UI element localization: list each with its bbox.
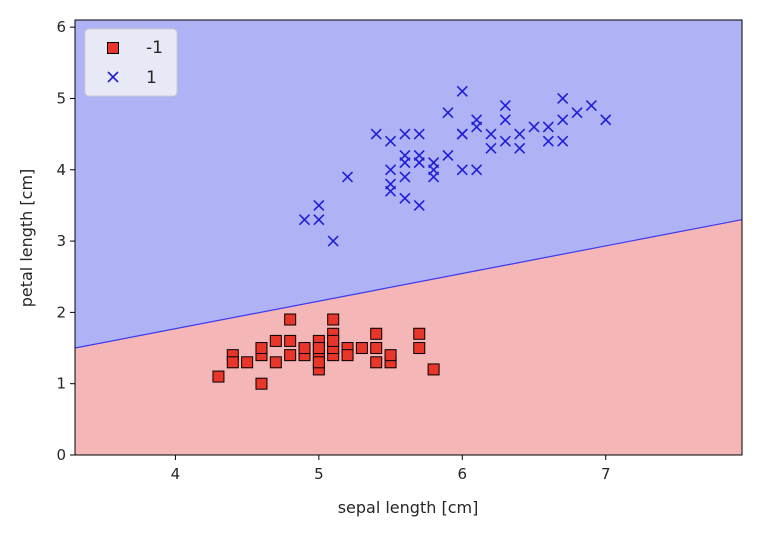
data-point-x	[413, 128, 425, 140]
data-point-x	[298, 214, 311, 226]
decision-boundary-line	[75, 219, 742, 349]
data-point-square	[226, 356, 239, 369]
legend-box	[84, 28, 178, 97]
data-point-x	[456, 85, 468, 97]
legend-square-mark	[107, 42, 119, 54]
data-point-x	[413, 157, 425, 169]
decision-regions	[75, 20, 742, 455]
data-point-square	[255, 342, 268, 355]
data-point-x	[399, 149, 411, 162]
data-point-x	[471, 164, 483, 176]
x-tick-label: 4	[171, 465, 181, 483]
data-point-square	[370, 327, 383, 340]
y-axis-label: petal length [cm]	[17, 169, 36, 308]
legend-marker-square	[107, 42, 119, 54]
data-point-x	[428, 164, 440, 176]
y-tick-label: 0	[56, 446, 66, 464]
data-point-square	[284, 313, 297, 326]
data-point-x	[456, 164, 468, 176]
x-axis-label: sepal length [cm]	[338, 498, 479, 517]
data-point-square	[312, 342, 325, 355]
data-point-x	[585, 100, 597, 112]
data-point-x	[542, 135, 554, 147]
data-point-square	[255, 377, 268, 390]
y-tick-label: 5	[56, 89, 66, 107]
data-point-x	[571, 107, 583, 119]
legend-x-mark	[107, 71, 119, 83]
data-point-x	[442, 149, 454, 162]
data-point-x	[370, 128, 382, 140]
data-series	[212, 85, 612, 390]
x-tick-label: 5	[314, 465, 324, 483]
x-tick-label: 7	[601, 465, 611, 483]
series-1	[298, 85, 612, 247]
y-tick-label: 6	[56, 18, 66, 36]
data-point-square	[269, 356, 282, 369]
data-point-x	[542, 121, 554, 133]
data-point-x	[456, 128, 468, 140]
data-point-x	[499, 100, 511, 112]
data-point-x	[499, 114, 511, 126]
data-point-square	[212, 370, 225, 383]
x-tick-label: 6	[458, 465, 468, 483]
y-tick-label: 4	[56, 161, 66, 179]
y-tick-label: 3	[56, 232, 66, 250]
data-point-x	[385, 185, 397, 197]
data-point-x	[485, 142, 497, 154]
data-point-square	[427, 363, 440, 376]
data-point-square	[284, 334, 297, 347]
data-point-x	[399, 192, 411, 204]
y-tick-label: 1	[56, 375, 66, 393]
data-point-square	[413, 342, 426, 355]
data-point-x	[485, 128, 497, 140]
data-point-square	[327, 334, 340, 347]
plot-frame	[74, 19, 743, 456]
data-point-x	[399, 171, 411, 183]
data-point-x	[327, 235, 339, 247]
data-point-square	[370, 356, 383, 369]
data-point-x	[385, 135, 397, 147]
legend: -1 1	[84, 28, 178, 97]
data-point-square	[384, 349, 397, 362]
data-point-square	[312, 356, 325, 369]
data-point-x	[514, 128, 526, 140]
data-point-square	[269, 334, 282, 347]
y-axis: 0 1 2 3 4 5 6	[56, 18, 75, 464]
data-point-x	[557, 114, 569, 126]
data-point-x	[399, 128, 411, 140]
data-point-x	[313, 199, 325, 211]
data-point-x	[557, 92, 569, 105]
data-point-square	[298, 342, 311, 355]
data-point-x	[341, 171, 354, 183]
series-minus-1	[212, 313, 440, 390]
data-point-x	[499, 135, 511, 147]
region-class-1	[75, 20, 742, 349]
data-point-x	[557, 135, 569, 147]
data-point-square	[241, 356, 254, 369]
data-point-square	[341, 349, 354, 362]
data-point-x	[514, 142, 526, 154]
data-point-square	[413, 327, 426, 340]
legend-marker-x	[107, 71, 119, 83]
data-point-x	[442, 107, 454, 119]
data-point-x	[471, 121, 483, 133]
data-point-x	[385, 164, 397, 176]
data-point-x	[413, 199, 425, 211]
legend-label-1: 1	[146, 68, 157, 88]
data-point-x	[600, 114, 612, 126]
data-point-square	[327, 313, 340, 326]
region-class-minus-1	[75, 219, 742, 455]
data-point-x	[313, 214, 325, 226]
data-point-square	[355, 342, 368, 355]
y-tick-label: 2	[56, 303, 66, 321]
data-point-square	[370, 342, 383, 355]
x-axis: 4 5 6 7	[171, 455, 611, 483]
data-point-x	[528, 121, 540, 133]
data-point-square	[284, 349, 297, 362]
legend-label-minus-1: -1	[146, 38, 163, 58]
